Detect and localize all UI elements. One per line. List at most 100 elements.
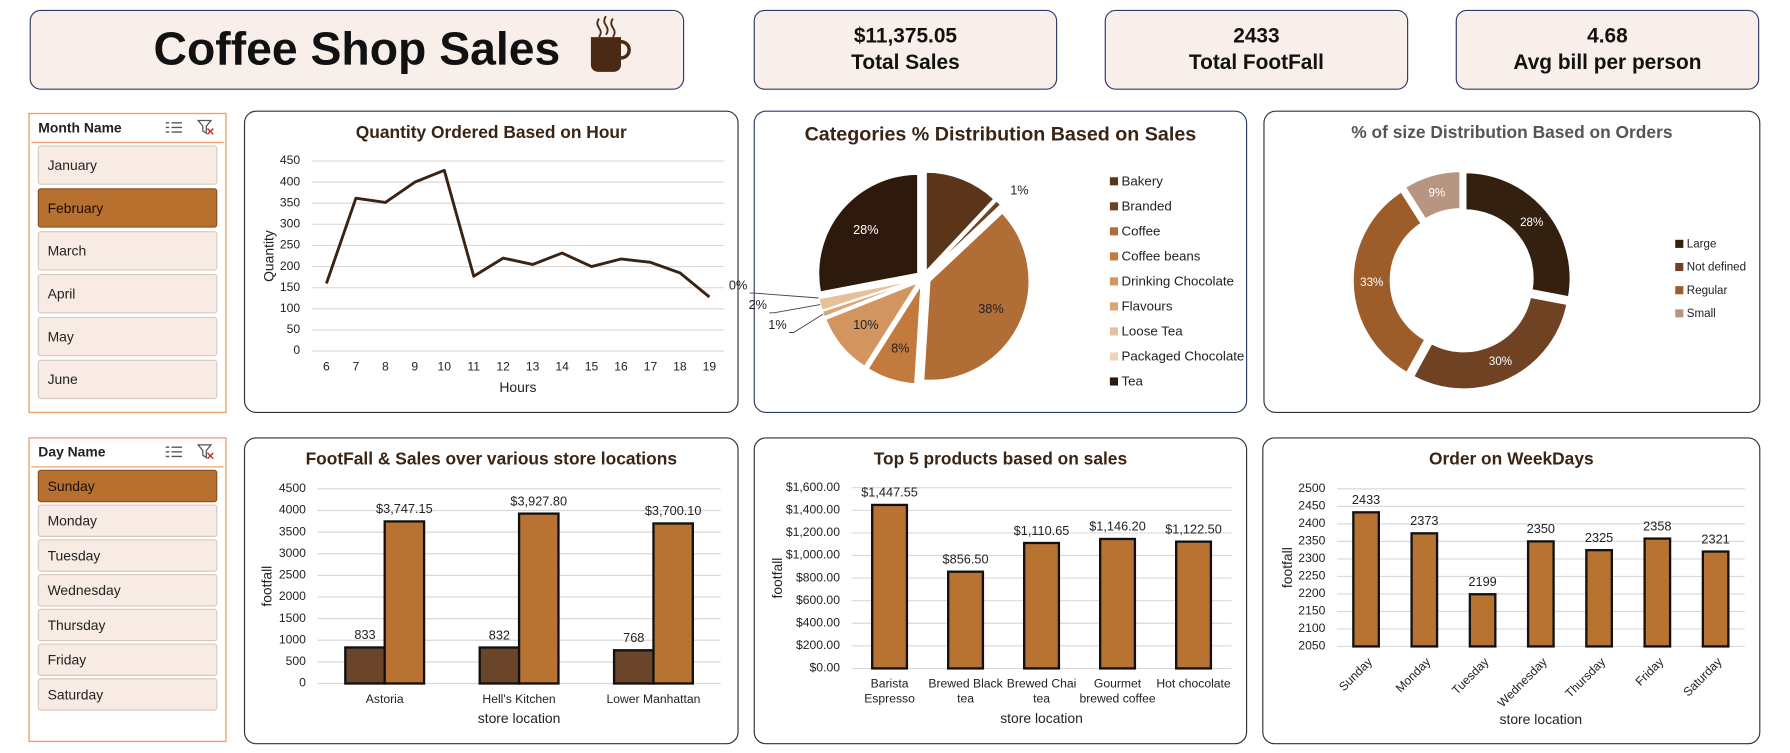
leader-line (769, 304, 821, 314)
bar (344, 646, 386, 685)
slicer-item-label[interactable]: Saturday (48, 686, 104, 702)
y-tick-label: 2100 (1298, 621, 1325, 635)
kpi-value: $11,375.05 (854, 25, 958, 48)
slicer-item[interactable] (37, 539, 218, 572)
bar (1526, 540, 1555, 648)
legend-swatch (1109, 327, 1119, 336)
data-label: $3,747.15 (376, 501, 433, 516)
slicer-item[interactable] (37, 145, 218, 185)
legend-swatch (1675, 309, 1684, 318)
coffee-cup-icon (590, 15, 631, 72)
y-tick-label: 2300 (1298, 551, 1325, 565)
clear-filter-icon (196, 444, 213, 459)
y-tick-label: $1,600.00 (786, 480, 840, 494)
slicer-item[interactable] (37, 469, 218, 503)
multi-select-button[interactable] (165, 446, 182, 458)
data-label: 2325 (1585, 530, 1613, 545)
bar (1701, 550, 1730, 648)
y-axis-title: footfall (769, 558, 785, 599)
legend-swatch (1109, 377, 1119, 386)
data-label: 2358 (1643, 518, 1671, 533)
clear-filter-button[interactable] (196, 119, 214, 135)
slicer-item-label[interactable]: Sunday (48, 478, 95, 494)
slicer-item-label[interactable]: April (48, 286, 76, 302)
legend-swatch (1109, 177, 1119, 186)
y-tick-label: $1,400.00 (786, 503, 840, 517)
dashboard-title: Coffee Shop Sales (154, 22, 561, 74)
slicer-item-label[interactable]: June (48, 371, 78, 387)
leader-line (789, 313, 824, 333)
legend-label: Flavours (1121, 299, 1172, 314)
legend-label: Loose Tea (1121, 324, 1183, 339)
legend-swatch (1109, 202, 1119, 211)
data-label: $856.50 (943, 551, 989, 566)
data-label: 10% (853, 317, 879, 332)
title-box (29, 9, 685, 90)
data-label: $3,927.80 (510, 493, 567, 508)
y-tick-label: $1,200.00 (786, 525, 840, 539)
donut-slice (1409, 294, 1571, 392)
x-tick-label: 13 (526, 359, 540, 373)
slicer-item[interactable] (37, 574, 218, 607)
bar (652, 522, 695, 685)
y-tick-label: 4500 (279, 481, 306, 495)
y-tick-label: 2350 (1298, 534, 1325, 548)
multi-select-button[interactable] (165, 122, 182, 133)
slicer-item-label[interactable]: May (48, 328, 74, 344)
x-tick-label: 6 (323, 359, 330, 373)
bar (1023, 541, 1061, 670)
legend-label: Drinking Chocolate (1121, 273, 1233, 288)
pie-slice (927, 199, 1003, 274)
bar (1099, 537, 1137, 670)
kpi-card (753, 9, 1058, 90)
slicer-item-label[interactable]: Tuesday (48, 547, 101, 563)
x-tick-label: 7 (353, 359, 360, 373)
legend-swatch (1675, 286, 1684, 295)
slicer-item-label[interactable]: Wednesday (48, 582, 121, 598)
slicer-item[interactable] (37, 188, 218, 228)
pie-slice (817, 173, 919, 294)
legend-label: Bakery (1121, 173, 1163, 188)
y-tick-label: $1,000.00 (786, 548, 840, 562)
y-tick-label: 2000 (279, 589, 306, 603)
slicer-item-label[interactable]: Thursday (48, 617, 106, 633)
y-tick-label: 2250 (1298, 569, 1325, 583)
chart-title: % of size Distribution Based on Orders (1351, 122, 1672, 142)
kpi-label: Total FootFall (1189, 51, 1324, 74)
x-axis-title: store location (478, 710, 561, 726)
x-tick-label: Gourmet brewed coffee (1079, 677, 1155, 706)
slicer-item-label[interactable]: January (48, 157, 97, 173)
y-tick-label: 2050 (1298, 639, 1325, 653)
slicer-item[interactable] (37, 643, 218, 676)
data-label: 28% (1520, 217, 1543, 229)
x-tick-label: Astoria (366, 692, 404, 706)
leader-line (749, 292, 819, 299)
slicer-item[interactable] (37, 316, 218, 357)
clear-filter-button[interactable] (196, 444, 214, 460)
data-label: 28% (853, 222, 879, 237)
y-tick-label: 1000 (279, 632, 306, 646)
slicer-item-label[interactable]: Monday (48, 513, 97, 529)
x-axis-title: Hours (499, 379, 536, 395)
slicer-item[interactable] (37, 231, 218, 271)
y-tick-label: $600.00 (796, 593, 840, 607)
legend-label: Branded (1121, 198, 1171, 213)
slicer-item-label[interactable]: Friday (48, 652, 87, 668)
data-label: 30% (1489, 356, 1512, 368)
slicer-item[interactable] (37, 678, 218, 711)
y-axis-title: Quantity (261, 230, 277, 282)
slicer-item-label[interactable]: March (48, 243, 87, 259)
slicer-item[interactable] (37, 273, 218, 314)
bar (871, 503, 909, 670)
slicer-item[interactable] (37, 359, 218, 400)
donut-slice (1401, 168, 1463, 223)
multi-select-icon (165, 122, 182, 133)
slicer-item[interactable] (37, 504, 218, 537)
data-label: 1% (768, 317, 786, 332)
legend-swatch (1675, 239, 1684, 248)
bar (517, 512, 560, 685)
data-label: 2321 (1701, 531, 1729, 546)
slicer-item[interactable] (37, 608, 218, 642)
slicer-item-label[interactable]: February (48, 200, 104, 216)
